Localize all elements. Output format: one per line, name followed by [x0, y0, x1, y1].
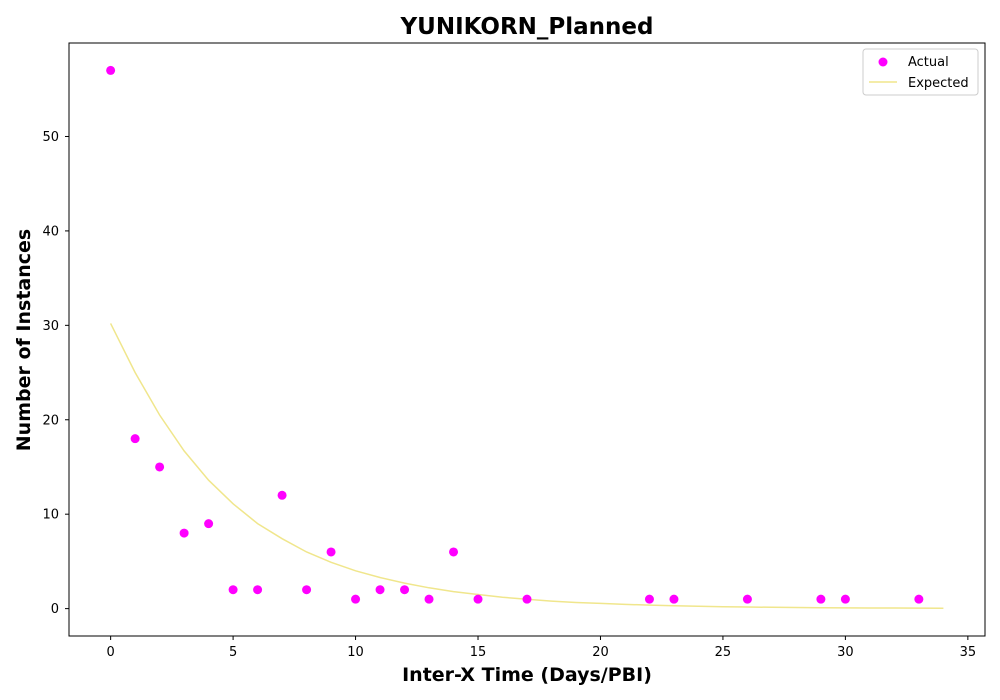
plot-area — [68, 42, 986, 637]
x-tick-label: 15 — [470, 645, 487, 660]
actual-data-point — [302, 585, 312, 595]
actual-data-point — [204, 519, 214, 529]
actual-data-point — [326, 547, 336, 557]
actual-data-point — [375, 585, 385, 595]
x-tick-label: 5 — [229, 645, 237, 660]
x-axis-ticks: 0 5 10 15 20 25 30 35 — [106, 636, 976, 660]
y-tick-label: 10 — [42, 508, 59, 523]
actual-data-point — [840, 594, 850, 604]
actual-data-point — [816, 594, 826, 604]
actual-data-point — [644, 594, 654, 604]
actual-data-point — [351, 594, 361, 604]
actual-data-point — [473, 594, 483, 604]
legend-actual-marker — [878, 57, 888, 67]
expected-series-line — [109, 323, 944, 609]
actual-data-point — [400, 585, 410, 595]
chart-title: YUNIKORN_Planned — [399, 14, 653, 40]
actual-data-point — [106, 65, 116, 75]
x-tick-label: 35 — [960, 645, 977, 660]
x-tick-label: 25 — [715, 645, 732, 660]
actual-data-point — [449, 547, 459, 557]
y-tick-label: 50 — [42, 130, 59, 145]
actual-data-point — [742, 594, 752, 604]
actual-data-point — [277, 490, 287, 500]
actual-series-points — [106, 65, 924, 604]
legend: Actual Expected — [862, 48, 979, 96]
actual-data-point — [914, 594, 924, 604]
x-tick-label: 0 — [106, 645, 114, 660]
legend-actual-label: Actual — [908, 55, 949, 70]
y-axis-title: Number of Instances — [13, 229, 35, 451]
actual-data-point — [253, 585, 263, 595]
actual-data-point — [155, 462, 165, 472]
actual-data-point — [669, 594, 679, 604]
x-axis-title: Inter-X Time (Days/PBI) — [402, 664, 652, 686]
x-tick-label: 10 — [347, 645, 364, 660]
y-tick-label: 0 — [51, 602, 59, 617]
y-axis-ticks: 0 10 20 30 40 50 — [42, 130, 69, 617]
y-tick-label: 30 — [42, 319, 59, 334]
actual-data-point — [228, 585, 238, 595]
y-tick-label: 20 — [42, 413, 59, 428]
legend-expected-label: Expected — [908, 76, 969, 91]
actual-data-point — [424, 594, 434, 604]
y-tick-label: 40 — [42, 224, 59, 239]
actual-data-point — [130, 434, 140, 444]
x-tick-label: 20 — [592, 645, 609, 660]
actual-data-point — [522, 594, 532, 604]
legend-box — [862, 48, 979, 96]
actual-data-point — [179, 528, 189, 538]
x-tick-label: 30 — [837, 645, 854, 660]
